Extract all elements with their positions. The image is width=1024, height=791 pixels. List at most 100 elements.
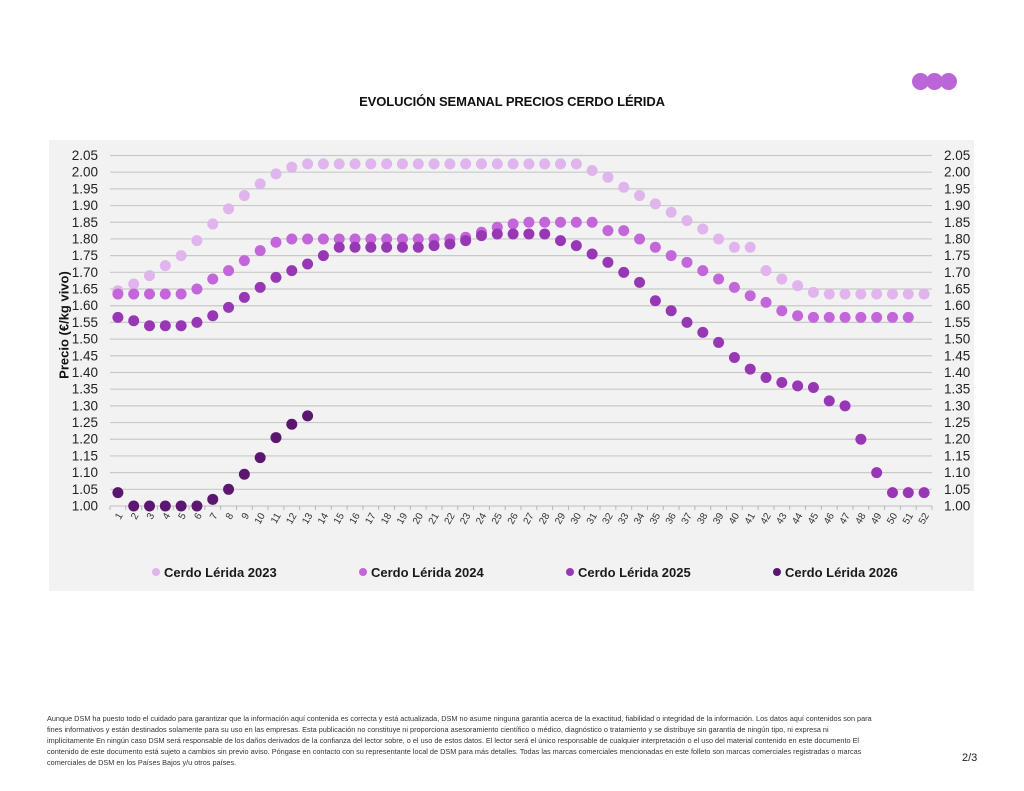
legend-label: Cerdo Lérida 2023	[164, 564, 277, 580]
series-points	[112, 158, 930, 512]
data-point	[902, 487, 914, 499]
data-point	[286, 265, 298, 277]
x-tick-label: 7	[208, 511, 221, 522]
y-tick-label-right: 1.65	[944, 282, 970, 297]
data-point	[776, 305, 788, 317]
chart-title: EVOLUCIÓN SEMANAL PRECIOS CERDO LÉRIDA	[359, 94, 665, 109]
data-point	[175, 250, 187, 262]
x-tick-label: 20	[411, 511, 426, 527]
x-tick-label: 51	[901, 511, 916, 527]
data-point	[649, 241, 661, 253]
logo-circle-icon	[912, 73, 929, 90]
data-point	[491, 158, 503, 170]
data-point	[618, 225, 630, 237]
logo-circle-icon	[926, 73, 943, 90]
x-tick-label: 35	[648, 511, 663, 527]
y-tick-label-left: 1.35	[72, 382, 98, 397]
data-point	[744, 241, 756, 253]
y-tick-label-right: 1.50	[944, 332, 970, 347]
x-tick-label: 12	[284, 511, 299, 527]
y-tick-label-right: 1.30	[944, 398, 970, 413]
y-tick-label-left: 1.60	[72, 298, 98, 313]
data-point	[507, 228, 519, 240]
data-point	[871, 467, 883, 479]
data-point	[744, 363, 756, 375]
data-point	[792, 310, 804, 322]
data-point	[396, 233, 408, 245]
data-point	[665, 206, 677, 218]
data-point	[286, 161, 298, 173]
data-point	[333, 233, 345, 245]
x-axis: 1 2 3 4 5 6 7 8 9 10 11 12 13 14 15 16 17 18 19 20 21 22 23 24 2…	[109, 506, 933, 527]
x-tick-label: 2	[129, 511, 142, 522]
data-point	[175, 320, 187, 332]
x-tick-label: 3	[145, 511, 158, 522]
x-tick-label: 4	[161, 511, 174, 522]
y-tick-label-left: 1.15	[72, 448, 98, 463]
y-tick-label-right: 1.15	[944, 448, 970, 463]
x-tick-label: 5	[177, 511, 190, 522]
y-tick-label-left: 1.00	[72, 499, 98, 514]
data-point	[128, 315, 140, 327]
y-tick-label-left: 1.80	[72, 231, 98, 246]
y-tick-label-left: 1.05	[72, 482, 98, 497]
data-point	[523, 228, 535, 240]
data-point	[428, 240, 440, 252]
data-point	[223, 483, 235, 495]
data-point	[839, 400, 851, 412]
data-point	[444, 158, 456, 170]
data-point	[728, 351, 740, 363]
logo-circle-icon	[940, 73, 957, 90]
data-point	[539, 158, 551, 170]
data-point	[871, 288, 883, 300]
data-point	[223, 301, 235, 313]
data-point	[886, 311, 898, 323]
y-tick-label-left: 1.10	[72, 465, 98, 480]
legend-marker-icon	[359, 568, 367, 576]
chart-panel: 1.00 1.05 1.10 1.15 1.20 1.25 1.30 1.35 1.40 1.45…	[49, 140, 974, 591]
x-tick-label: 19	[395, 511, 410, 527]
data-point	[697, 326, 709, 338]
data-point	[902, 288, 914, 300]
data-point	[270, 271, 282, 283]
x-tick-label: 44	[790, 511, 805, 527]
data-point	[886, 487, 898, 499]
data-point	[428, 158, 440, 170]
data-point	[207, 493, 219, 505]
data-point	[634, 190, 646, 202]
dsm-logo	[912, 73, 962, 91]
y-tick-label-left: 1.65	[72, 282, 98, 297]
legend-marker-icon	[773, 568, 781, 576]
y-tick-label-left: 1.20	[72, 432, 98, 447]
x-tick-label: 40	[727, 511, 742, 527]
disclaimer-line: implícitamente En ningún caso DSM será r…	[47, 736, 860, 745]
data-point	[507, 218, 519, 230]
y-tick-label-left: 1.85	[72, 215, 98, 230]
disclaimer-line: Aunque DSM ha puesto todo el cuidado par…	[47, 714, 872, 723]
data-point	[760, 296, 772, 308]
x-tick-label: 29	[553, 511, 568, 527]
data-point	[396, 158, 408, 170]
data-point	[602, 256, 614, 268]
data-point	[523, 158, 535, 170]
data-point	[570, 240, 582, 252]
x-tick-label: 36	[664, 511, 679, 527]
x-tick-label: 17	[364, 511, 379, 527]
data-point	[333, 241, 345, 253]
data-point	[902, 311, 914, 323]
data-point	[634, 276, 646, 288]
series-cerdo-lérida-2026	[112, 410, 314, 512]
data-point	[365, 233, 377, 245]
x-tick-label: 45	[806, 511, 821, 527]
data-point	[144, 270, 156, 282]
y-axis-left-labels: 1.00 1.05 1.10 1.151.20 1.25 1.301.35 1.40 1.45…	[72, 148, 98, 514]
y-tick-label-left: 2.05	[72, 148, 98, 163]
data-point	[713, 273, 725, 285]
y-tick-label-right: 1.55	[944, 315, 970, 330]
data-point	[191, 235, 203, 247]
data-point	[475, 158, 487, 170]
data-point	[839, 288, 851, 300]
data-point	[681, 256, 693, 268]
data-point	[286, 233, 298, 245]
y-tick-label-right: 1.60	[944, 298, 970, 313]
